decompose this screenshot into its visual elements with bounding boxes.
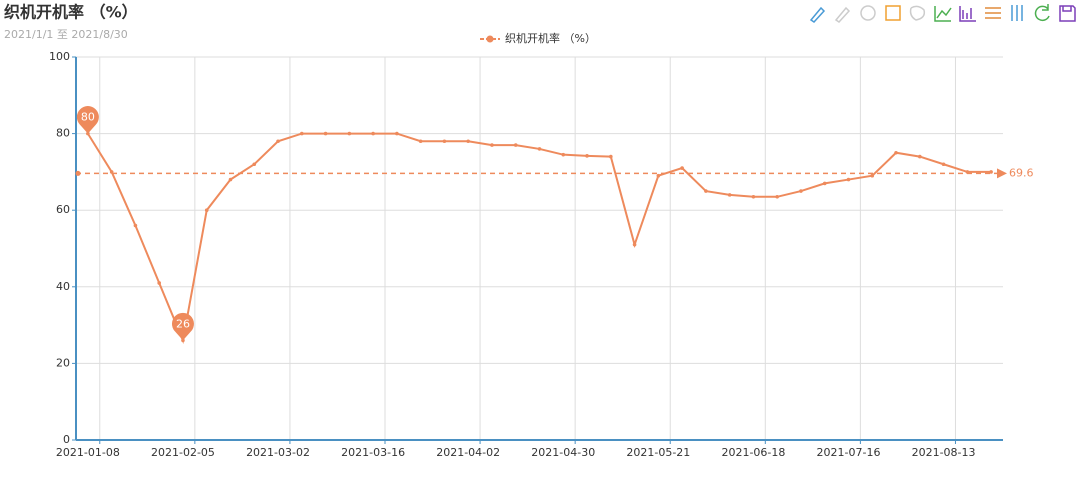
x-tick-label: 2021-07-16 — [817, 446, 881, 459]
legend-label[interactable]: 织机开机率 （%） — [505, 31, 596, 45]
tool-zoom-reset[interactable] — [834, 6, 851, 23]
x-tick-label: 2021-05-21 — [626, 446, 690, 459]
y-tick-label: 20 — [56, 356, 70, 369]
point — [181, 338, 185, 343]
average-start — [75, 170, 81, 176]
point — [680, 166, 684, 170]
point — [918, 154, 922, 159]
y-tick-label: 40 — [56, 280, 70, 293]
point — [609, 154, 613, 159]
x-tick-label: 2021-04-02 — [436, 446, 500, 459]
point — [228, 177, 233, 182]
y-tick-label: 80 — [56, 127, 70, 140]
point — [704, 189, 708, 193]
point — [395, 131, 399, 136]
point — [418, 139, 423, 144]
x-tick-label: 2021-08-13 — [912, 446, 976, 459]
point — [585, 154, 589, 158]
tool-save[interactable] — [1059, 5, 1076, 22]
tool-stack[interactable] — [985, 7, 1001, 19]
x-tick-label: 2021-03-02 — [246, 446, 310, 459]
tool-zoom[interactable] — [809, 6, 826, 23]
point — [656, 173, 661, 178]
legend-symbol — [486, 35, 494, 43]
point — [775, 194, 779, 199]
point — [513, 143, 518, 147]
chart-title: 织机开机率 （%） — [4, 3, 138, 22]
point — [157, 281, 161, 285]
point — [632, 242, 637, 247]
point — [894, 150, 898, 155]
point — [323, 131, 328, 136]
y-tick-label: 60 — [56, 203, 70, 216]
x-tick-label: 2021-04-30 — [531, 446, 595, 459]
point — [537, 147, 542, 151]
x-tick-label: 2021-06-18 — [721, 446, 785, 459]
line — [87, 132, 992, 344]
x-tick-label: 2021-02-05 — [151, 446, 215, 459]
tool-polygon[interactable] — [909, 5, 926, 21]
point — [822, 181, 827, 186]
point — [252, 162, 257, 167]
point — [490, 143, 494, 147]
point — [276, 139, 280, 144]
tool-line[interactable] — [934, 6, 952, 22]
point — [347, 131, 352, 136]
point — [204, 208, 209, 212]
average-label: 69.6 — [1009, 166, 1034, 179]
point — [442, 139, 447, 144]
point — [133, 223, 138, 228]
point — [371, 131, 375, 136]
x-tick-label: 2021-03-16 — [341, 446, 405, 459]
point — [799, 189, 803, 193]
tool-tiled[interactable] — [1011, 5, 1023, 21]
point — [300, 131, 304, 136]
average-arrow — [997, 168, 1007, 179]
point — [751, 194, 756, 199]
x-tick-label: 2021-01-08 — [56, 446, 120, 459]
point — [846, 177, 851, 182]
tool-rect[interactable] — [885, 5, 901, 21]
tool-clear[interactable] — [860, 5, 876, 21]
point — [561, 152, 566, 157]
tool-restore[interactable] — [1034, 4, 1050, 22]
point — [941, 162, 946, 167]
y-tick-label: 0 — [63, 433, 70, 446]
toolbox — [809, 4, 1076, 23]
mark-pin — [76, 106, 99, 134]
mark-label: 80 — [81, 111, 95, 124]
point — [870, 173, 875, 178]
y-tick-label: 100 — [49, 50, 70, 63]
point — [727, 193, 732, 197]
point — [466, 139, 470, 144]
tool-bar[interactable] — [959, 6, 976, 22]
mark-label: 26 — [176, 317, 190, 330]
chart-subtitle: 2021/1/1 至 2021/8/30 — [4, 28, 128, 41]
mark-pin — [171, 312, 194, 341]
point — [989, 170, 993, 174]
